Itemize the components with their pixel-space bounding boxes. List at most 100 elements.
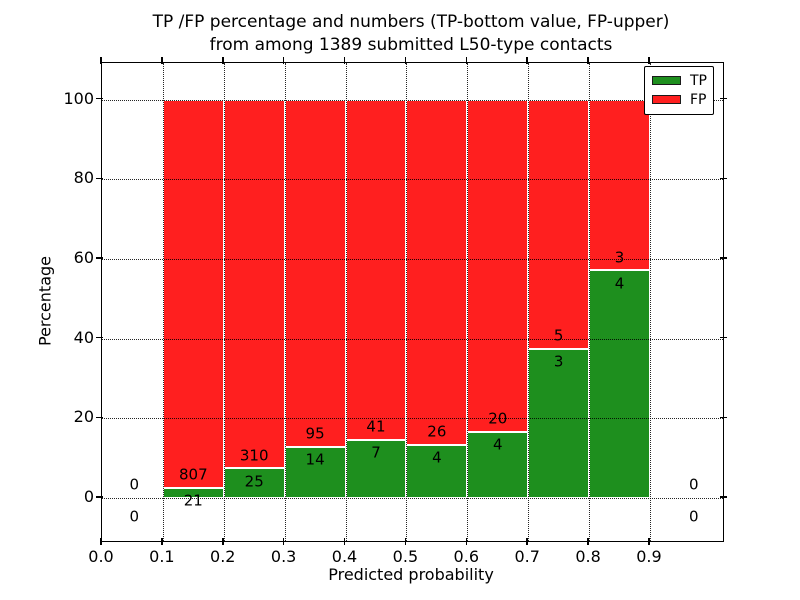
bar-segment-tp <box>345 439 407 498</box>
y-tick-label: 0 <box>83 487 94 507</box>
x-gridline <box>406 63 408 541</box>
tp-count-label: 0 <box>688 507 699 526</box>
x-axis-label: Predicted probability <box>328 565 494 584</box>
chart-title-line2: from among 1389 submitted L50-type conta… <box>209 35 613 55</box>
x-tick-label: 0.5 <box>392 547 419 566</box>
y-tick-mark <box>96 416 103 419</box>
fp-count-label: 26 <box>427 422 447 441</box>
x-gridline <box>649 63 651 541</box>
x-tick-label: 0.7 <box>514 547 540 566</box>
x-tick-mark <box>222 538 224 545</box>
bar-segment-fp <box>528 99 590 349</box>
x-gridline <box>528 63 530 541</box>
x-tick-mark <box>648 538 650 545</box>
bar-segment-fp <box>345 99 407 440</box>
y-tick-mark <box>96 496 103 498</box>
x-tick-mark <box>100 538 102 545</box>
y-tick-mark-right <box>720 336 727 339</box>
y-gridline <box>102 338 723 340</box>
x-tick-mark-top <box>161 57 163 64</box>
bar-segment-fp <box>589 99 650 271</box>
x-tick-label: 0.1 <box>149 547 175 566</box>
bar-segment-fp <box>467 99 529 432</box>
bar-segment-tp <box>223 468 285 498</box>
x-tick-label: 0.3 <box>270 547 297 566</box>
x-tick-mark <box>465 538 468 545</box>
legend-item-tp: TP <box>652 71 707 90</box>
bar-segment-fp <box>162 99 224 488</box>
y-tick-mark-right <box>720 97 727 100</box>
x-tick-label: 0.2 <box>210 547 236 566</box>
legend-item-fp: FP <box>652 90 707 109</box>
y-tick-mark <box>96 97 103 100</box>
legend-label-fp: FP <box>690 91 707 108</box>
tp-count-label: 4 <box>492 435 503 454</box>
y-tick-label: 100 <box>63 88 94 108</box>
x-tick-mark <box>587 538 589 545</box>
plot-area: TP FP 0 0 807 21 310 25 95 14 41 7 26 4 20 4 5 3 3 4 0 0 <box>101 62 724 542</box>
fp-count-label: 20 <box>488 409 508 428</box>
x-tick-label: 0.0 <box>88 547 114 566</box>
y-tick-label: 80 <box>73 168 94 188</box>
x-tick-mark <box>161 538 163 545</box>
y-tick-label: 60 <box>73 248 94 268</box>
fp-count-label: 807 <box>178 465 208 484</box>
bar-segment-tp <box>528 348 590 498</box>
tp-count-label: 25 <box>244 472 264 491</box>
y-tick-mark-right <box>720 416 727 419</box>
fp-count-label: 5 <box>553 326 564 345</box>
fp-count-label: 41 <box>366 417 386 436</box>
tp-count-label: 21 <box>183 491 203 510</box>
x-gridline <box>345 63 347 541</box>
fp-count-label: 95 <box>305 424 325 443</box>
x-tick-mark-top <box>100 57 102 64</box>
legend: TP FP <box>644 66 714 115</box>
bar-segment-fp <box>406 99 468 445</box>
x-tick-mark <box>282 538 285 545</box>
y-tick-mark <box>96 336 103 339</box>
y-gridline <box>102 497 723 499</box>
fp-count-label: 0 <box>688 475 699 494</box>
x-tick-label: 0.8 <box>575 547 601 566</box>
y-tick-mark <box>96 257 103 259</box>
fp-count-label: 3 <box>614 248 625 267</box>
bar-segment-tp <box>589 270 650 498</box>
legend-label-tp: TP <box>690 72 707 89</box>
y-tick-label: 20 <box>73 407 94 427</box>
bar-segment-tp <box>406 444 468 498</box>
x-gridline <box>589 63 591 541</box>
tp-legend-swatch-icon <box>652 76 681 85</box>
x-tick-mark-top <box>587 57 589 64</box>
x-tick-mark-top <box>343 57 346 64</box>
bar-segment-fp <box>223 99 285 469</box>
y-tick-mark-right <box>720 496 727 498</box>
y-tick-label: 40 <box>73 327 94 347</box>
x-tick-mark-top <box>648 57 650 64</box>
fp-count-label: 310 <box>239 446 269 464</box>
fp-count-label: 0 <box>129 475 140 494</box>
x-tick-mark-top <box>222 57 224 64</box>
y-gridline <box>102 418 723 420</box>
y-gridline <box>102 258 723 260</box>
x-tick-mark <box>526 538 528 545</box>
fp-legend-swatch-icon <box>652 95 681 104</box>
chart-title-line1: TP /FP percentage and numbers (TP-bottom… <box>152 12 670 32</box>
x-tick-label: 0.9 <box>636 547 662 566</box>
x-tick-label: 0.4 <box>331 547 358 566</box>
chart-title: TP /FP percentage and numbers (TP-bottom… <box>22 11 800 57</box>
tp-count-label: 3 <box>553 352 564 371</box>
x-gridline <box>467 63 469 541</box>
x-tick-label: 0.6 <box>453 547 480 566</box>
x-tick-mark-top <box>282 57 285 64</box>
y-tick-mark <box>96 177 103 180</box>
x-tick-mark-top <box>526 57 528 64</box>
x-gridline <box>284 63 286 541</box>
y-tick-mark-right <box>720 257 727 259</box>
x-tick-mark-top <box>404 57 407 64</box>
x-gridline <box>162 63 164 541</box>
y-gridline <box>102 179 723 181</box>
x-tick-mark <box>404 538 407 545</box>
bar-segment-fp <box>284 99 346 447</box>
tp-count-label: 0 <box>129 507 140 526</box>
